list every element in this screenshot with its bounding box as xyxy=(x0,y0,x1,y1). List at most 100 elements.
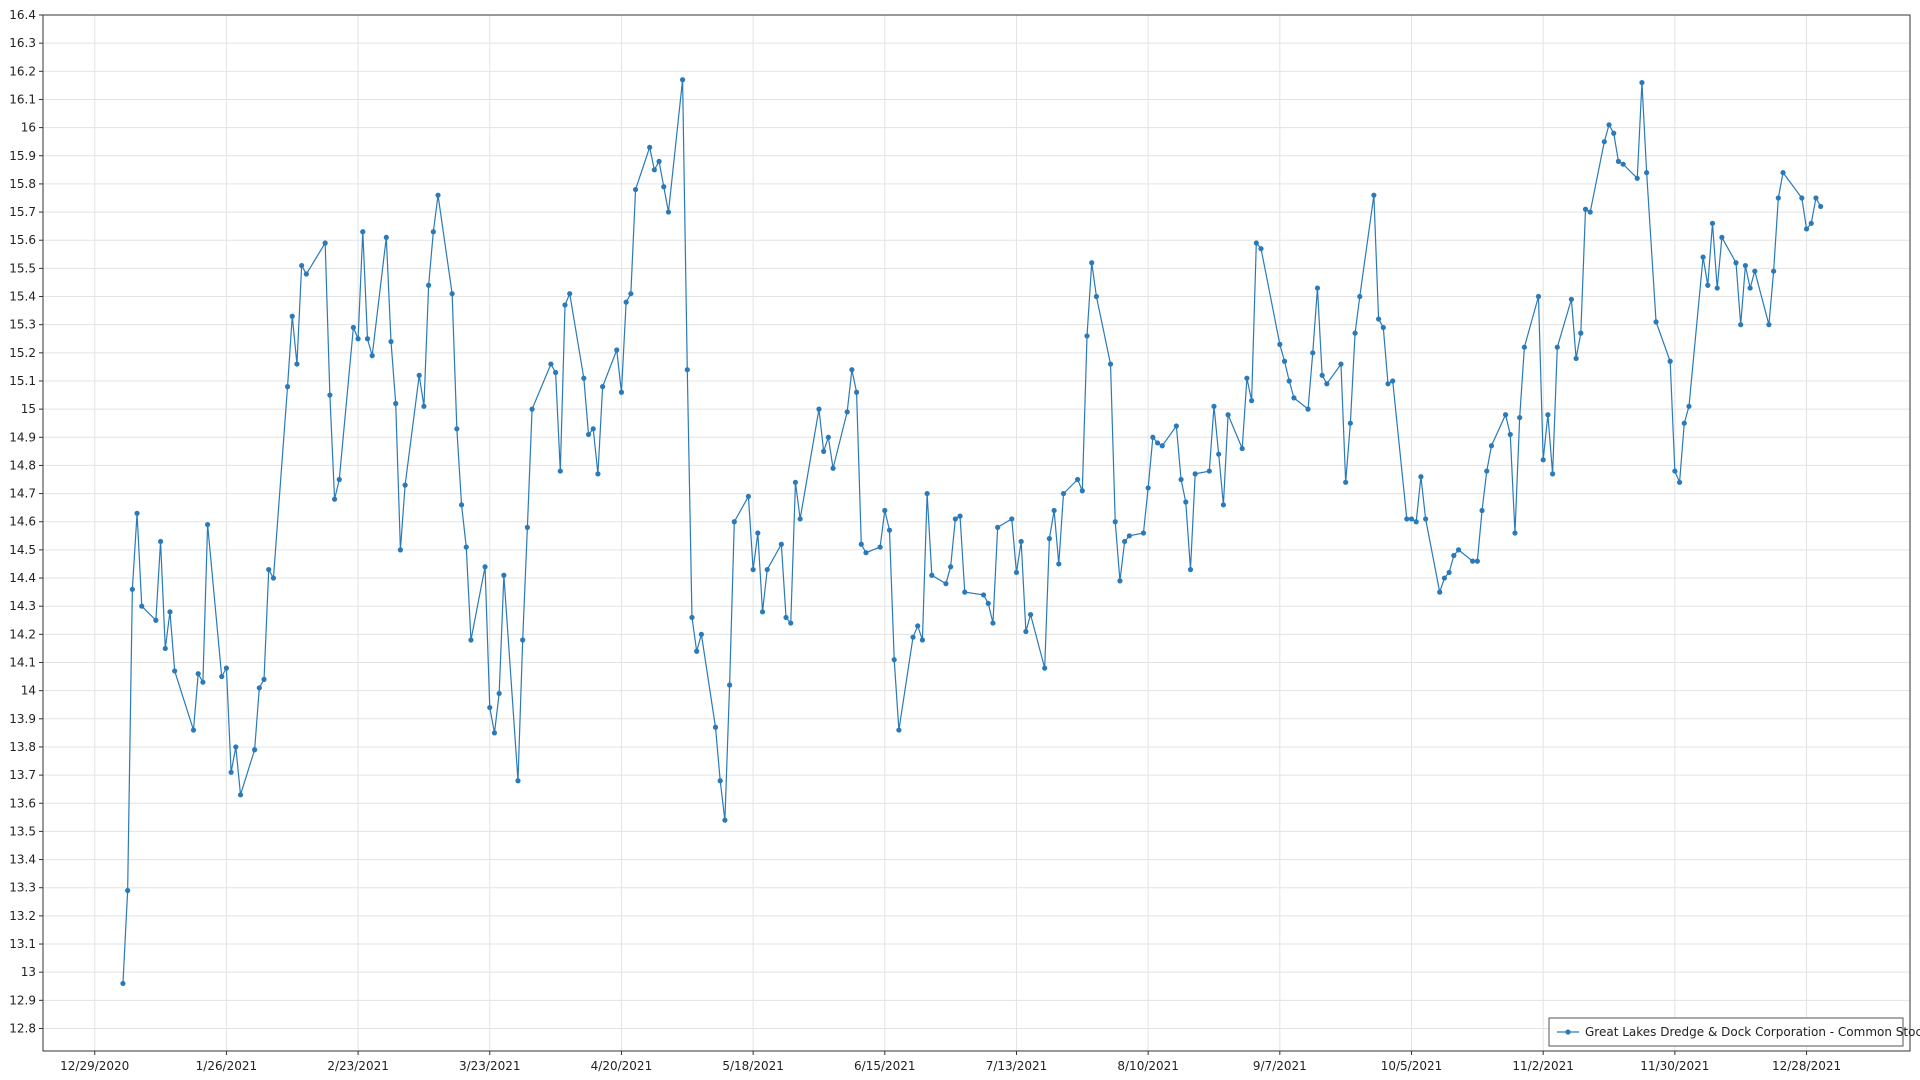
data-point xyxy=(1249,398,1255,404)
data-point xyxy=(299,262,305,269)
x-tick-label: 11/30/2021 xyxy=(1640,1059,1709,1073)
data-point xyxy=(1479,507,1485,514)
x-tick-label: 3/23/2021 xyxy=(459,1059,521,1073)
data-point xyxy=(1813,195,1819,201)
data-point xyxy=(1145,485,1151,491)
data-point xyxy=(1225,412,1231,418)
x-tick-label: 8/10/2021 xyxy=(1117,1059,1179,1073)
x-tick-label: 4/20/2021 xyxy=(591,1059,653,1073)
data-point xyxy=(261,676,267,682)
data-point xyxy=(717,778,723,784)
data-point xyxy=(1112,519,1118,525)
data-point xyxy=(1150,434,1156,440)
data-point xyxy=(750,566,756,573)
data-point xyxy=(1507,431,1513,438)
data-point xyxy=(515,778,521,784)
data-point xyxy=(995,524,1001,530)
data-point xyxy=(402,482,408,488)
data-point xyxy=(1752,268,1758,274)
data-point xyxy=(1056,561,1062,567)
y-tick-label: 15.4 xyxy=(9,290,36,304)
data-point xyxy=(1009,516,1015,522)
data-point xyxy=(1470,558,1476,564)
data-point xyxy=(830,465,836,471)
data-point xyxy=(745,493,752,500)
x-tick-label: 11/2/2021 xyxy=(1512,1059,1574,1073)
x-tick-label: 5/18/2021 xyxy=(722,1059,784,1073)
y-tick-label: 13.3 xyxy=(9,881,36,895)
x-tick-label: 1/26/2021 xyxy=(196,1059,258,1073)
y-tick-label: 13.9 xyxy=(9,712,36,726)
x-tick-label: 9/7/2021 xyxy=(1253,1059,1307,1073)
data-point xyxy=(722,817,728,823)
data-point xyxy=(1676,479,1683,485)
data-point xyxy=(1305,406,1311,412)
data-point xyxy=(120,980,126,987)
data-point xyxy=(929,572,935,578)
y-tick-label: 16.4 xyxy=(9,8,36,22)
data-point xyxy=(1013,569,1020,576)
data-point xyxy=(557,468,563,474)
data-point xyxy=(1437,589,1443,595)
data-point xyxy=(496,690,502,697)
data-point xyxy=(1211,403,1217,409)
y-tick-label: 15.9 xyxy=(9,149,36,163)
data-point xyxy=(853,389,860,395)
data-point xyxy=(454,426,460,432)
data-point xyxy=(1253,240,1259,246)
data-point xyxy=(952,516,958,522)
data-point xyxy=(712,724,719,730)
data-point xyxy=(581,375,587,381)
data-point xyxy=(877,544,883,550)
data-point xyxy=(1239,445,1245,452)
data-point xyxy=(463,544,469,550)
data-point xyxy=(139,603,145,609)
data-point xyxy=(524,524,530,530)
data-point xyxy=(821,448,827,454)
data-point xyxy=(397,547,404,553)
data-point xyxy=(1742,262,1749,269)
y-tick-label: 13 xyxy=(21,965,36,979)
data-point xyxy=(491,730,498,736)
data-point xyxy=(788,620,794,626)
y-tick-label: 14.5 xyxy=(9,543,36,557)
x-tick-label: 7/13/2021 xyxy=(986,1059,1048,1073)
data-point xyxy=(1554,344,1560,350)
data-point xyxy=(1780,170,1786,176)
data-point xyxy=(468,637,474,643)
data-point xyxy=(632,186,639,193)
data-point xyxy=(919,637,926,643)
data-point xyxy=(1455,547,1462,553)
data-point xyxy=(783,614,789,621)
data-point xyxy=(891,657,897,663)
y-tick-label: 14.9 xyxy=(9,430,36,444)
series-line xyxy=(122,79,1822,984)
data-point xyxy=(125,887,131,894)
data-point xyxy=(1310,350,1316,356)
data-point xyxy=(1023,628,1029,635)
legend-marker xyxy=(1565,1029,1571,1035)
data-point xyxy=(327,392,333,398)
data-point xyxy=(1084,333,1090,339)
data-point xyxy=(1423,516,1429,522)
data-point xyxy=(778,541,784,547)
data-point xyxy=(1615,158,1622,164)
data-point xyxy=(797,516,803,522)
data-point xyxy=(1220,502,1226,508)
data-point xyxy=(482,564,488,570)
data-point xyxy=(689,614,695,621)
data-point xyxy=(943,581,949,587)
data-point xyxy=(1818,203,1824,210)
data-point xyxy=(284,384,291,390)
y-tick-label: 15.5 xyxy=(9,261,36,275)
y-tick-label: 13.1 xyxy=(9,937,36,951)
data-point xyxy=(647,144,653,150)
data-point xyxy=(369,353,375,359)
data-point xyxy=(270,575,277,581)
data-point xyxy=(303,271,309,277)
data-point xyxy=(1799,195,1805,201)
data-point xyxy=(595,471,601,477)
data-point xyxy=(1258,246,1264,252)
data-point xyxy=(553,369,559,376)
y-tick-label: 15.3 xyxy=(9,318,36,332)
